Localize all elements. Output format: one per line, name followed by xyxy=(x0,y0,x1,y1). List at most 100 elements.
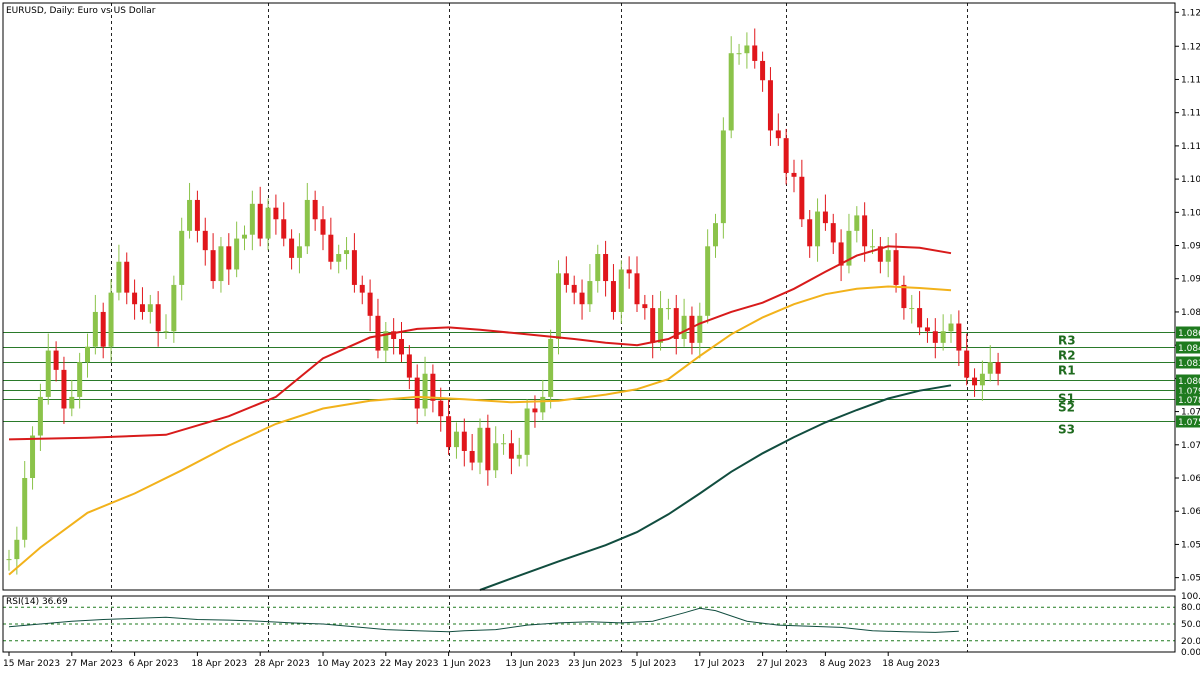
candle-body xyxy=(100,311,106,347)
candle-body xyxy=(171,284,177,332)
candle-body xyxy=(807,219,813,247)
candle-body xyxy=(760,60,766,81)
candle-body xyxy=(328,234,334,262)
candle-body xyxy=(210,250,216,282)
candle-body xyxy=(69,396,75,409)
candle-body xyxy=(524,408,530,455)
candle-body xyxy=(501,443,507,445)
candle-body xyxy=(665,308,671,310)
rsi-tick-label: 0.00 xyxy=(1181,648,1200,658)
main-frame xyxy=(2,2,1176,591)
candle-body xyxy=(587,281,593,305)
price-tag-label: 1.07820 xyxy=(1178,396,1200,406)
candle-body xyxy=(218,246,224,282)
price-tag xyxy=(1176,341,1200,354)
candle-body xyxy=(626,269,632,274)
candle-body xyxy=(948,323,954,332)
candle-body xyxy=(736,53,742,55)
candle-body xyxy=(85,346,90,363)
pivot-level-label: R3 xyxy=(1058,334,1076,348)
candle-body xyxy=(155,304,161,332)
price-tag-label: 1.08070 xyxy=(1178,377,1200,387)
candle-body xyxy=(108,292,114,347)
candle-body xyxy=(336,254,342,262)
candle-body xyxy=(367,292,373,316)
chart-title: EURUSD, Daily: Euro vs US Dollar xyxy=(6,6,156,16)
moving-averages xyxy=(8,245,959,633)
candlesticks xyxy=(6,28,1001,575)
candle-body xyxy=(453,431,459,448)
candle-body xyxy=(681,315,687,339)
candle-body xyxy=(187,199,193,231)
candle-body xyxy=(713,223,718,247)
candle-body xyxy=(249,203,255,235)
candle-body xyxy=(964,350,970,378)
candle-body xyxy=(61,369,67,409)
pivot-level-label: S3 xyxy=(1058,423,1075,437)
candle-body xyxy=(689,315,695,343)
candle-body xyxy=(917,308,923,328)
x-tick-label: 15 Mar 2023 xyxy=(3,659,60,669)
pivot-level-label: R1 xyxy=(1058,364,1076,378)
candle-body xyxy=(469,450,475,463)
candle-body xyxy=(45,350,51,397)
candle-body xyxy=(885,250,891,262)
candle-body xyxy=(610,281,616,312)
x-tick-label: 22 May 2023 xyxy=(380,659,439,669)
candle-body xyxy=(438,400,444,417)
price-tag xyxy=(1176,374,1200,387)
candle-body xyxy=(265,207,271,239)
candle-body xyxy=(705,246,711,316)
candle-body xyxy=(603,254,609,282)
candle-body xyxy=(320,219,326,235)
candle-body xyxy=(202,230,208,251)
candle-body xyxy=(273,207,279,220)
ma-green-line xyxy=(479,384,952,591)
x-tick-label: 18 Aug 2023 xyxy=(882,659,940,669)
rsi-tick-label: 50.00 xyxy=(1181,620,1200,630)
candle-body xyxy=(909,308,915,310)
price-tag xyxy=(1176,326,1200,339)
candle-body xyxy=(791,172,797,177)
y-tick-label: 1.10240 xyxy=(1181,208,1200,218)
candle-body xyxy=(893,250,899,285)
candle-body xyxy=(399,338,404,355)
y-tick-label: 1.06800 xyxy=(1181,474,1200,484)
candle-body xyxy=(132,292,138,305)
candle-body xyxy=(30,435,36,479)
candle-body xyxy=(815,211,821,247)
candle-body xyxy=(6,559,12,561)
x-tick-label: 6 Apr 2023 xyxy=(129,659,179,669)
candle-body xyxy=(987,362,993,374)
candle-body xyxy=(854,215,860,231)
candle-body xyxy=(979,373,985,386)
candle-body xyxy=(995,362,1001,374)
y-tick-label: 1.11530 xyxy=(1181,109,1200,119)
candle-body xyxy=(822,211,828,224)
price-tag-label: 1.07942 xyxy=(1178,387,1200,397)
candle-body xyxy=(838,242,844,266)
price-tag xyxy=(1176,393,1200,406)
candle-body xyxy=(634,273,640,305)
candle-body xyxy=(972,377,978,386)
candle-body xyxy=(281,219,287,239)
candle-body xyxy=(22,478,28,540)
candle-body xyxy=(783,138,789,173)
candle-body xyxy=(391,331,397,339)
candle-body xyxy=(556,273,561,339)
price-tag-label: 1.07535 xyxy=(1178,418,1200,428)
candle-body xyxy=(359,284,365,293)
candle-body xyxy=(870,246,875,248)
candle-body xyxy=(312,199,318,220)
candle-body xyxy=(375,315,381,351)
candle-body xyxy=(744,45,750,54)
x-tick-label: 28 Apr 2023 xyxy=(254,659,310,669)
candle-body xyxy=(532,408,538,413)
candle-body xyxy=(446,416,452,448)
y-tick-label: 1.10670 xyxy=(1181,175,1200,185)
candle-body xyxy=(516,454,522,459)
x-tick-label: 10 May 2023 xyxy=(317,659,376,669)
y-tick-label: 1.07660 xyxy=(1181,408,1200,418)
price-tag-label: 1.08498 xyxy=(1178,344,1200,354)
